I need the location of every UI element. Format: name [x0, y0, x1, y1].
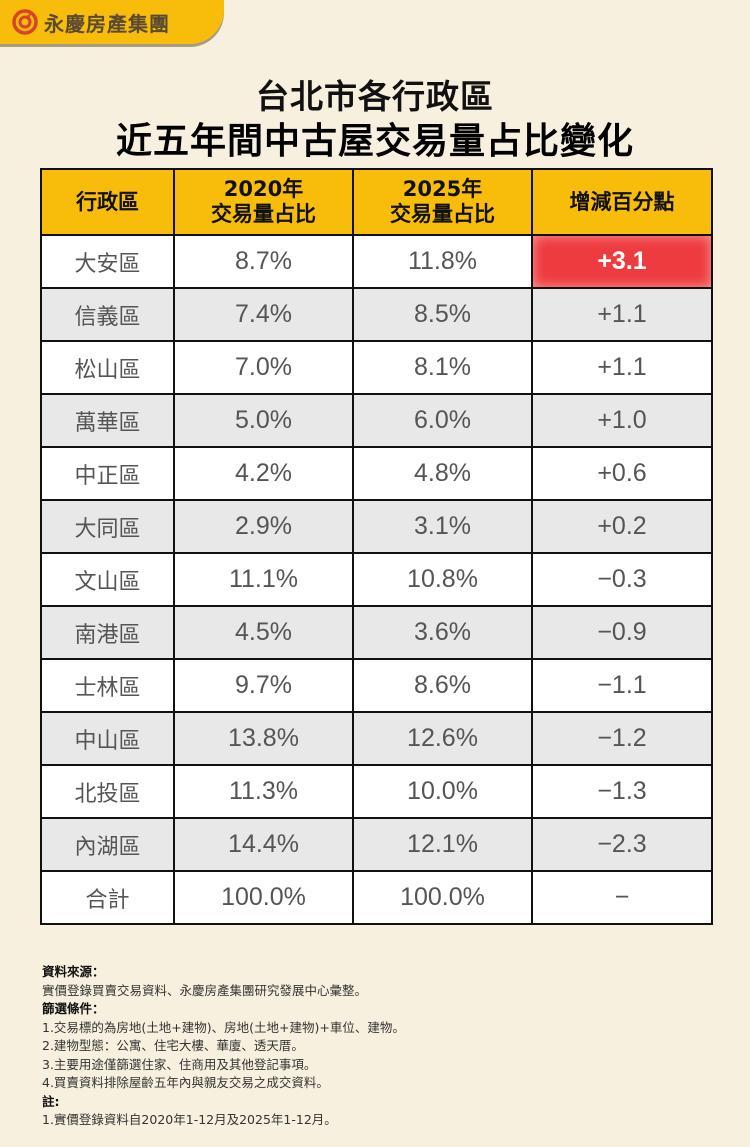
- share-2020-cell: 8.7%: [173, 234, 354, 289]
- table-row: 南港區 4.5% 3.6% −0.9: [40, 605, 713, 660]
- share-2020-cell: 9.7%: [173, 658, 354, 713]
- header-2020: 2020年 交易量占比: [173, 168, 354, 236]
- table-row: 內湖區 14.4% 12.1% −2.3: [40, 817, 713, 872]
- district-cell: 萬華區: [40, 393, 175, 448]
- district-cell: 信義區: [40, 287, 175, 342]
- table-row: 中正區 4.2% 4.8% +0.6: [40, 446, 713, 501]
- share-2025-cell: 3.6%: [352, 605, 533, 660]
- change-cell: +0.6: [531, 446, 713, 501]
- share-2025-cell: 10.0%: [352, 764, 533, 819]
- brand-logo-bar: 永慶房產集團: [0, 0, 224, 44]
- share-2025-cell: 8.1%: [352, 340, 533, 395]
- district-cell: 北投區: [40, 764, 175, 819]
- district-cell: 內湖區: [40, 817, 175, 872]
- change-cell: +1.1: [531, 287, 713, 342]
- share-2020-cell: 5.0%: [173, 393, 354, 448]
- yungching-swirl-icon: [12, 9, 38, 35]
- remark-item: 1.實價登錄資料自2020年1-12月及2025年1-12月。: [42, 1112, 337, 1127]
- share-2020-cell: 7.0%: [173, 340, 354, 395]
- share-2025-cell: 3.1%: [352, 499, 533, 554]
- district-cell: 大同區: [40, 499, 175, 554]
- district-cell: 文山區: [40, 552, 175, 607]
- share-2020-cell: 4.2%: [173, 446, 354, 501]
- change-cell: +0.2: [531, 499, 713, 554]
- share-2020-cell: 13.8%: [173, 711, 354, 766]
- district-cell: 大安區: [40, 234, 175, 289]
- table-row: 信義區 7.4% 8.5% +1.1: [40, 287, 713, 342]
- change-cell: −: [531, 870, 713, 925]
- page-title-line1: 台北市各行政區: [256, 77, 494, 116]
- change-cell: −0.3: [531, 552, 713, 607]
- share-2025-cell: 10.8%: [352, 552, 533, 607]
- share-2020-cell: 14.4%: [173, 817, 354, 872]
- district-cell: 合計: [40, 870, 175, 925]
- change-cell: −1.2: [531, 711, 713, 766]
- filter-item: 2.建物型態：公寓、住宅大樓、華廈、透天厝。: [42, 1038, 304, 1053]
- header-district: 行政區: [40, 168, 175, 236]
- share-2020-cell: 2.9%: [173, 499, 354, 554]
- table-row: 北投區 11.3% 10.0% −1.3: [40, 764, 713, 819]
- share-2025-cell: 12.1%: [352, 817, 533, 872]
- table-row: 大安區 8.7% 11.8% +3.1: [40, 234, 713, 289]
- share-2020-cell: 11.3%: [173, 764, 354, 819]
- change-cell: −1.1: [531, 658, 713, 713]
- district-cell: 南港區: [40, 605, 175, 660]
- filter-item: 1.交易標的為房地(土地+建物)、房地(土地+建物)+車位、建物。: [42, 1019, 405, 1035]
- district-cell: 士林區: [40, 658, 175, 713]
- share-2025-cell: 100.0%: [352, 870, 533, 925]
- table-row: 大同區 2.9% 3.1% +0.2: [40, 499, 713, 554]
- district-share-table: 行政區 2020年 交易量占比 2025年 交易量占比 增減百分點 大安區 8.7% 1…: [40, 168, 713, 925]
- filter-item: 4.買賣資料排除屋齡五年內與親友交易之成交資料。: [42, 1075, 329, 1090]
- change-cell: +3.1: [531, 234, 713, 289]
- brand-name: 永慶房產集團: [44, 11, 170, 36]
- share-2025-cell: 8.6%: [352, 658, 533, 713]
- filter-heading: 篩選條件：: [42, 1001, 105, 1016]
- share-2025-cell: 11.8%: [352, 234, 533, 289]
- share-2020-cell: 100.0%: [173, 870, 354, 925]
- table-row: 萬華區 5.0% 6.0% +1.0: [40, 393, 713, 448]
- page-title-line2: 近五年間中古屋交易量占比變化: [115, 121, 634, 162]
- footnotes: 資料來源： 實價登錄買賣交易資料、永慶房產集團研究發展中心彙整。 篩選條件： 1…: [42, 963, 405, 1130]
- header-2025: 2025年 交易量占比: [352, 168, 533, 236]
- table-row: 文山區 11.1% 10.8% −0.3: [40, 552, 713, 607]
- share-2020-cell: 4.5%: [173, 605, 354, 660]
- source-heading: 資料來源：: [42, 964, 105, 979]
- share-2025-cell: 6.0%: [352, 393, 533, 448]
- district-cell: 中正區: [40, 446, 175, 501]
- change-cell: −1.3: [531, 764, 713, 819]
- table-row: 士林區 9.7% 8.6% −1.1: [40, 658, 713, 713]
- table-row: 合計 100.0% 100.0% −: [40, 870, 713, 925]
- change-cell: +1.1: [531, 340, 713, 395]
- share-2025-cell: 4.8%: [352, 446, 533, 501]
- table-header-row: 行政區 2020年 交易量占比 2025年 交易量占比 增減百分點: [40, 168, 713, 236]
- district-cell: 松山區: [40, 340, 175, 395]
- share-2025-cell: 12.6%: [352, 711, 533, 766]
- change-cell: −0.9: [531, 605, 713, 660]
- remark-heading: 註:: [42, 1093, 60, 1109]
- header-change: 增減百分點: [531, 168, 713, 236]
- change-cell: +1.0: [531, 393, 713, 448]
- share-2025-cell: 8.5%: [352, 287, 533, 342]
- change-cell: −2.3: [531, 817, 713, 872]
- table-row: 中山區 13.8% 12.6% −1.2: [40, 711, 713, 766]
- source-text: 實價登錄買賣交易資料、永慶房產集團研究發展中心彙整。: [42, 982, 368, 998]
- district-cell: 中山區: [40, 711, 175, 766]
- filter-item: 3.主要用途僅篩選住家、住商用及其他登記事項。: [42, 1056, 317, 1072]
- share-2020-cell: 7.4%: [173, 287, 354, 342]
- table-row: 松山區 7.0% 8.1% +1.1: [40, 340, 713, 395]
- share-2020-cell: 11.1%: [173, 552, 354, 607]
